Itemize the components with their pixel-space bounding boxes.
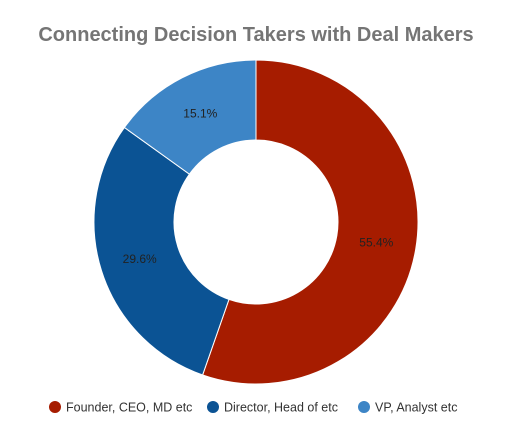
legend-swatch <box>358 401 370 413</box>
legend-item-director-head-of-etc: Director, Head of etc <box>207 401 338 415</box>
slice-label-group: 55.4% 29.6% 15.1% <box>123 106 394 265</box>
chart-title: Connecting Decision Takers with Deal Mak… <box>38 24 473 46</box>
legend-label: VP, Analyst etc <box>375 401 457 415</box>
legend-label: Director, Head of etc <box>224 401 338 415</box>
legend-item-founder-ceo-md-etc: Founder, CEO, MD etc <box>49 401 192 415</box>
slice-vp-analyst-etc <box>123 59 257 175</box>
slice-director-head-of-etc <box>93 126 230 376</box>
legend-item-vp-analyst-etc: VP, Analyst etc <box>358 401 457 415</box>
slice-label-founder-ceo-md-etc: 55.4% <box>359 235 393 249</box>
slice-label-director-head-of-etc: 29.6% <box>123 252 157 266</box>
legend: Founder, CEO, MD etc Director, Head of et… <box>49 401 457 415</box>
legend-swatch <box>207 401 219 413</box>
slice-founder-ceo-md-etc <box>201 59 419 385</box>
slice-group <box>93 59 419 385</box>
legend-label: Founder, CEO, MD etc <box>66 401 192 415</box>
legend-swatch <box>49 401 61 413</box>
slice-label-vp-analyst-etc: 15.1% <box>183 106 217 120</box>
